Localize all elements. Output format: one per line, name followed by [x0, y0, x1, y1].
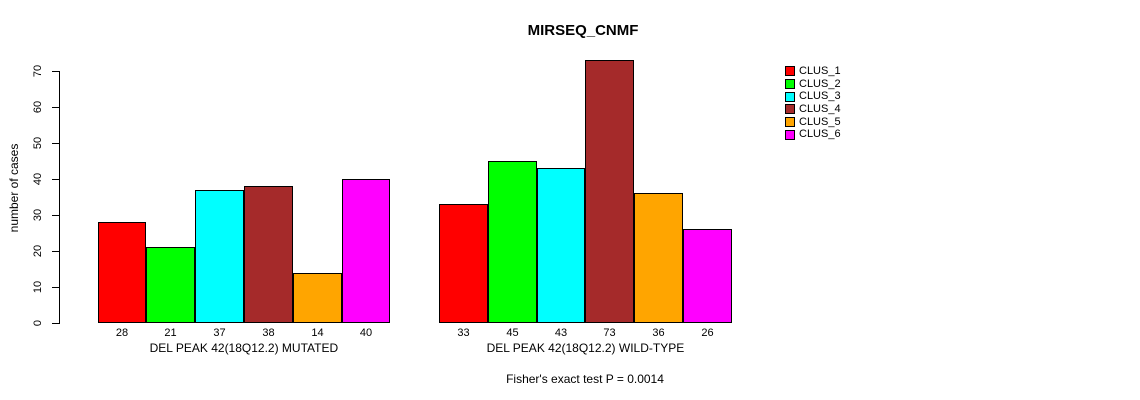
- legend: CLUS_1 CLUS_2 CLUS_3 CLUS_4 CLUS_5 CLUS_6: [785, 65, 841, 141]
- bar-clus_2-group1: [146, 247, 195, 323]
- y-tick-label: 30: [32, 208, 44, 222]
- legend-swatch-clus_1: [785, 66, 795, 77]
- bar-value-label: 36: [652, 327, 665, 339]
- legend-swatch-clus_2: [785, 79, 795, 90]
- bar-value-label: 73: [603, 327, 616, 339]
- bar-clus_4-group1: [244, 186, 293, 323]
- bar-value-label: 21: [164, 327, 177, 339]
- chart-title: MIRSEQ_CNMF: [527, 22, 639, 39]
- legend-item: CLUS_5: [785, 116, 841, 129]
- y-tick-label: 60: [32, 100, 44, 114]
- y-tick-mark: [52, 251, 59, 252]
- bar-clus_6-group1: [342, 179, 390, 323]
- y-tick-mark: [52, 143, 59, 144]
- bar-clus_3-group1: [195, 190, 244, 323]
- bar-clus_3-group2: [537, 168, 585, 323]
- x-group-label: DEL PEAK 42(18Q12.2) WILD-TYPE: [486, 341, 685, 355]
- y-tick-label: 0: [32, 319, 44, 327]
- legend-label: CLUS_6: [799, 128, 841, 141]
- bar-clus_5-group2: [634, 193, 683, 323]
- bar-value-label: 33: [457, 327, 470, 339]
- legend-item: CLUS_4: [785, 103, 841, 116]
- bar-value-label: 28: [115, 327, 129, 339]
- bar-value-label: 45: [506, 327, 519, 339]
- legend-label: CLUS_1: [799, 65, 841, 77]
- legend-label: CLUS_4: [799, 103, 841, 116]
- y-axis-line: [59, 71, 60, 324]
- legend-swatch-clus_4: [785, 104, 795, 115]
- y-tick-label: 20: [32, 244, 44, 258]
- y-tick-label: 10: [32, 280, 44, 294]
- y-tick-label: 70: [32, 64, 44, 78]
- x-group-label: DEL PEAK 42(18Q12.2) MUTATED: [149, 341, 339, 355]
- legend-swatch-clus_6: [785, 129, 795, 140]
- bar-clus_1-group1: [98, 222, 146, 323]
- bar-clus_1-group2: [439, 204, 488, 323]
- y-tick-label: 50: [32, 136, 44, 150]
- legend-label: CLUS_2: [799, 77, 841, 90]
- bar-clus_5-group1: [293, 273, 342, 323]
- y-tick-mark: [52, 215, 59, 216]
- bar-value-label: 38: [262, 327, 275, 339]
- legend-item: CLUS_2: [785, 78, 841, 91]
- bar-value-label: 40: [359, 327, 373, 339]
- legend-swatch-clus_5: [785, 117, 795, 128]
- legend-label: CLUS_5: [799, 115, 841, 128]
- y-tick-mark: [52, 107, 59, 108]
- legend-label: CLUS_3: [799, 90, 841, 103]
- legend-item: CLUS_6: [785, 128, 841, 141]
- bar-clus_2-group2: [488, 161, 537, 323]
- y-tick-mark: [52, 287, 59, 288]
- bar-value-label: 26: [701, 327, 714, 339]
- bar-value-label: 43: [554, 327, 568, 339]
- bar-clus_4-group2: [585, 60, 634, 323]
- legend-swatch-clus_3: [785, 91, 795, 102]
- y-tick-mark: [52, 323, 59, 324]
- y-tick-label: 40: [32, 172, 44, 186]
- y-axis-label: number of cases: [7, 143, 21, 233]
- fisher-test-note: Fisher's exact test P = 0.0014: [506, 372, 664, 386]
- legend-item: CLUS_1: [785, 65, 841, 78]
- bar-value-label: 37: [213, 327, 226, 339]
- bar-value-label: 14: [311, 327, 324, 339]
- y-tick-mark: [52, 179, 59, 180]
- y-tick-mark: [52, 71, 59, 72]
- legend-item: CLUS_3: [785, 90, 841, 103]
- bar-clus_6-group2: [683, 229, 732, 323]
